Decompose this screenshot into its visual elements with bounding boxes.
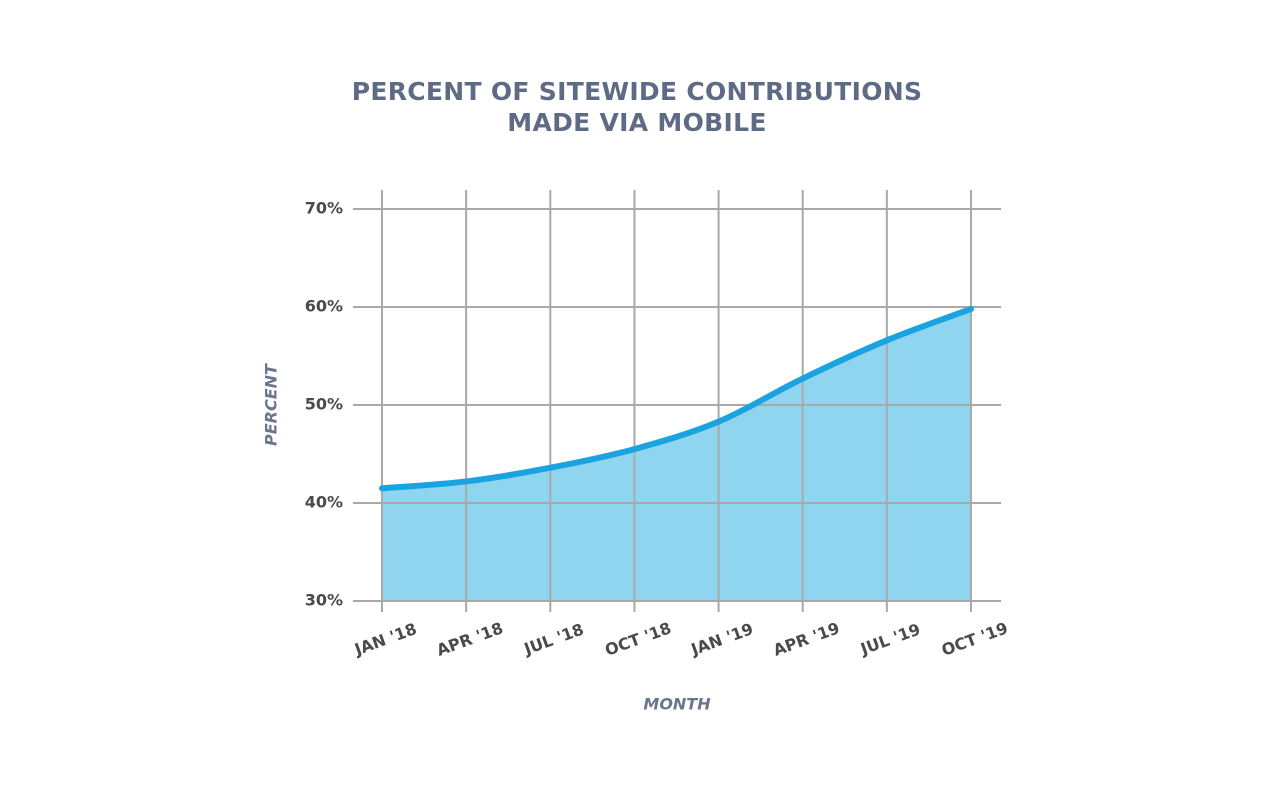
y-tick-label: 40% [305,493,343,512]
y-tick-label: 70% [305,199,343,218]
x-tick-label: APR '19 [771,618,842,660]
x-tick-label: JAN '19 [688,619,756,659]
x-tick-label: OCT '19 [939,618,1010,659]
x-tick-label: APR '18 [434,618,505,660]
area-fill [382,308,971,601]
chart-title: PERCENT OF SITEWIDE CONTRIBUTIONS MADE V… [351,77,923,137]
y-tick-label: 50% [305,395,343,414]
x-tick-label: JUL '19 [857,620,923,659]
x-tick-label: JUL '18 [521,620,587,659]
x-axis-label: MONTH [643,695,711,714]
x-tick-label: JAN '18 [351,619,419,659]
x-tick-label: OCT '18 [602,618,673,659]
y-axis-label: PERCENT [262,363,281,446]
line [379,305,974,492]
y-tick-label: 30% [305,591,343,610]
y-tick-label: 60% [305,297,343,316]
